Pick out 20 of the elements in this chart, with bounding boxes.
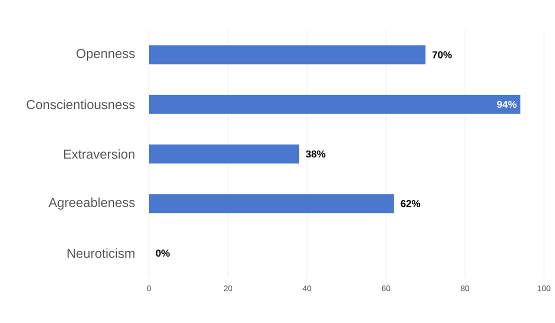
- x-tick-label: 20: [224, 286, 232, 292]
- x-tick-label: 0: [147, 286, 151, 292]
- x-tick-label: 100: [538, 286, 550, 292]
- data-label: 62%: [400, 200, 420, 208]
- data-label: 38%: [306, 150, 326, 158]
- y-tick-label: Openness: [76, 48, 135, 61]
- y-tick-label: Extraversion: [64, 149, 134, 159]
- bar: [149, 94, 520, 114]
- bar: [149, 45, 426, 64]
- y-tick-label: Neuroticism: [68, 248, 134, 258]
- x-tick-label: 80: [460, 286, 470, 292]
- data-label: 70%: [432, 51, 452, 58]
- data-label: 0%: [156, 250, 170, 257]
- x-tick-label: 40: [302, 286, 312, 292]
- y-tick-label: Conscientiousness: [26, 100, 135, 110]
- bar: [149, 144, 300, 164]
- data-label: 94%: [497, 100, 516, 108]
- x-tick-label: 60: [382, 286, 390, 292]
- y-tick-label: Agreeableness: [48, 198, 135, 210]
- bar: [149, 194, 394, 214]
